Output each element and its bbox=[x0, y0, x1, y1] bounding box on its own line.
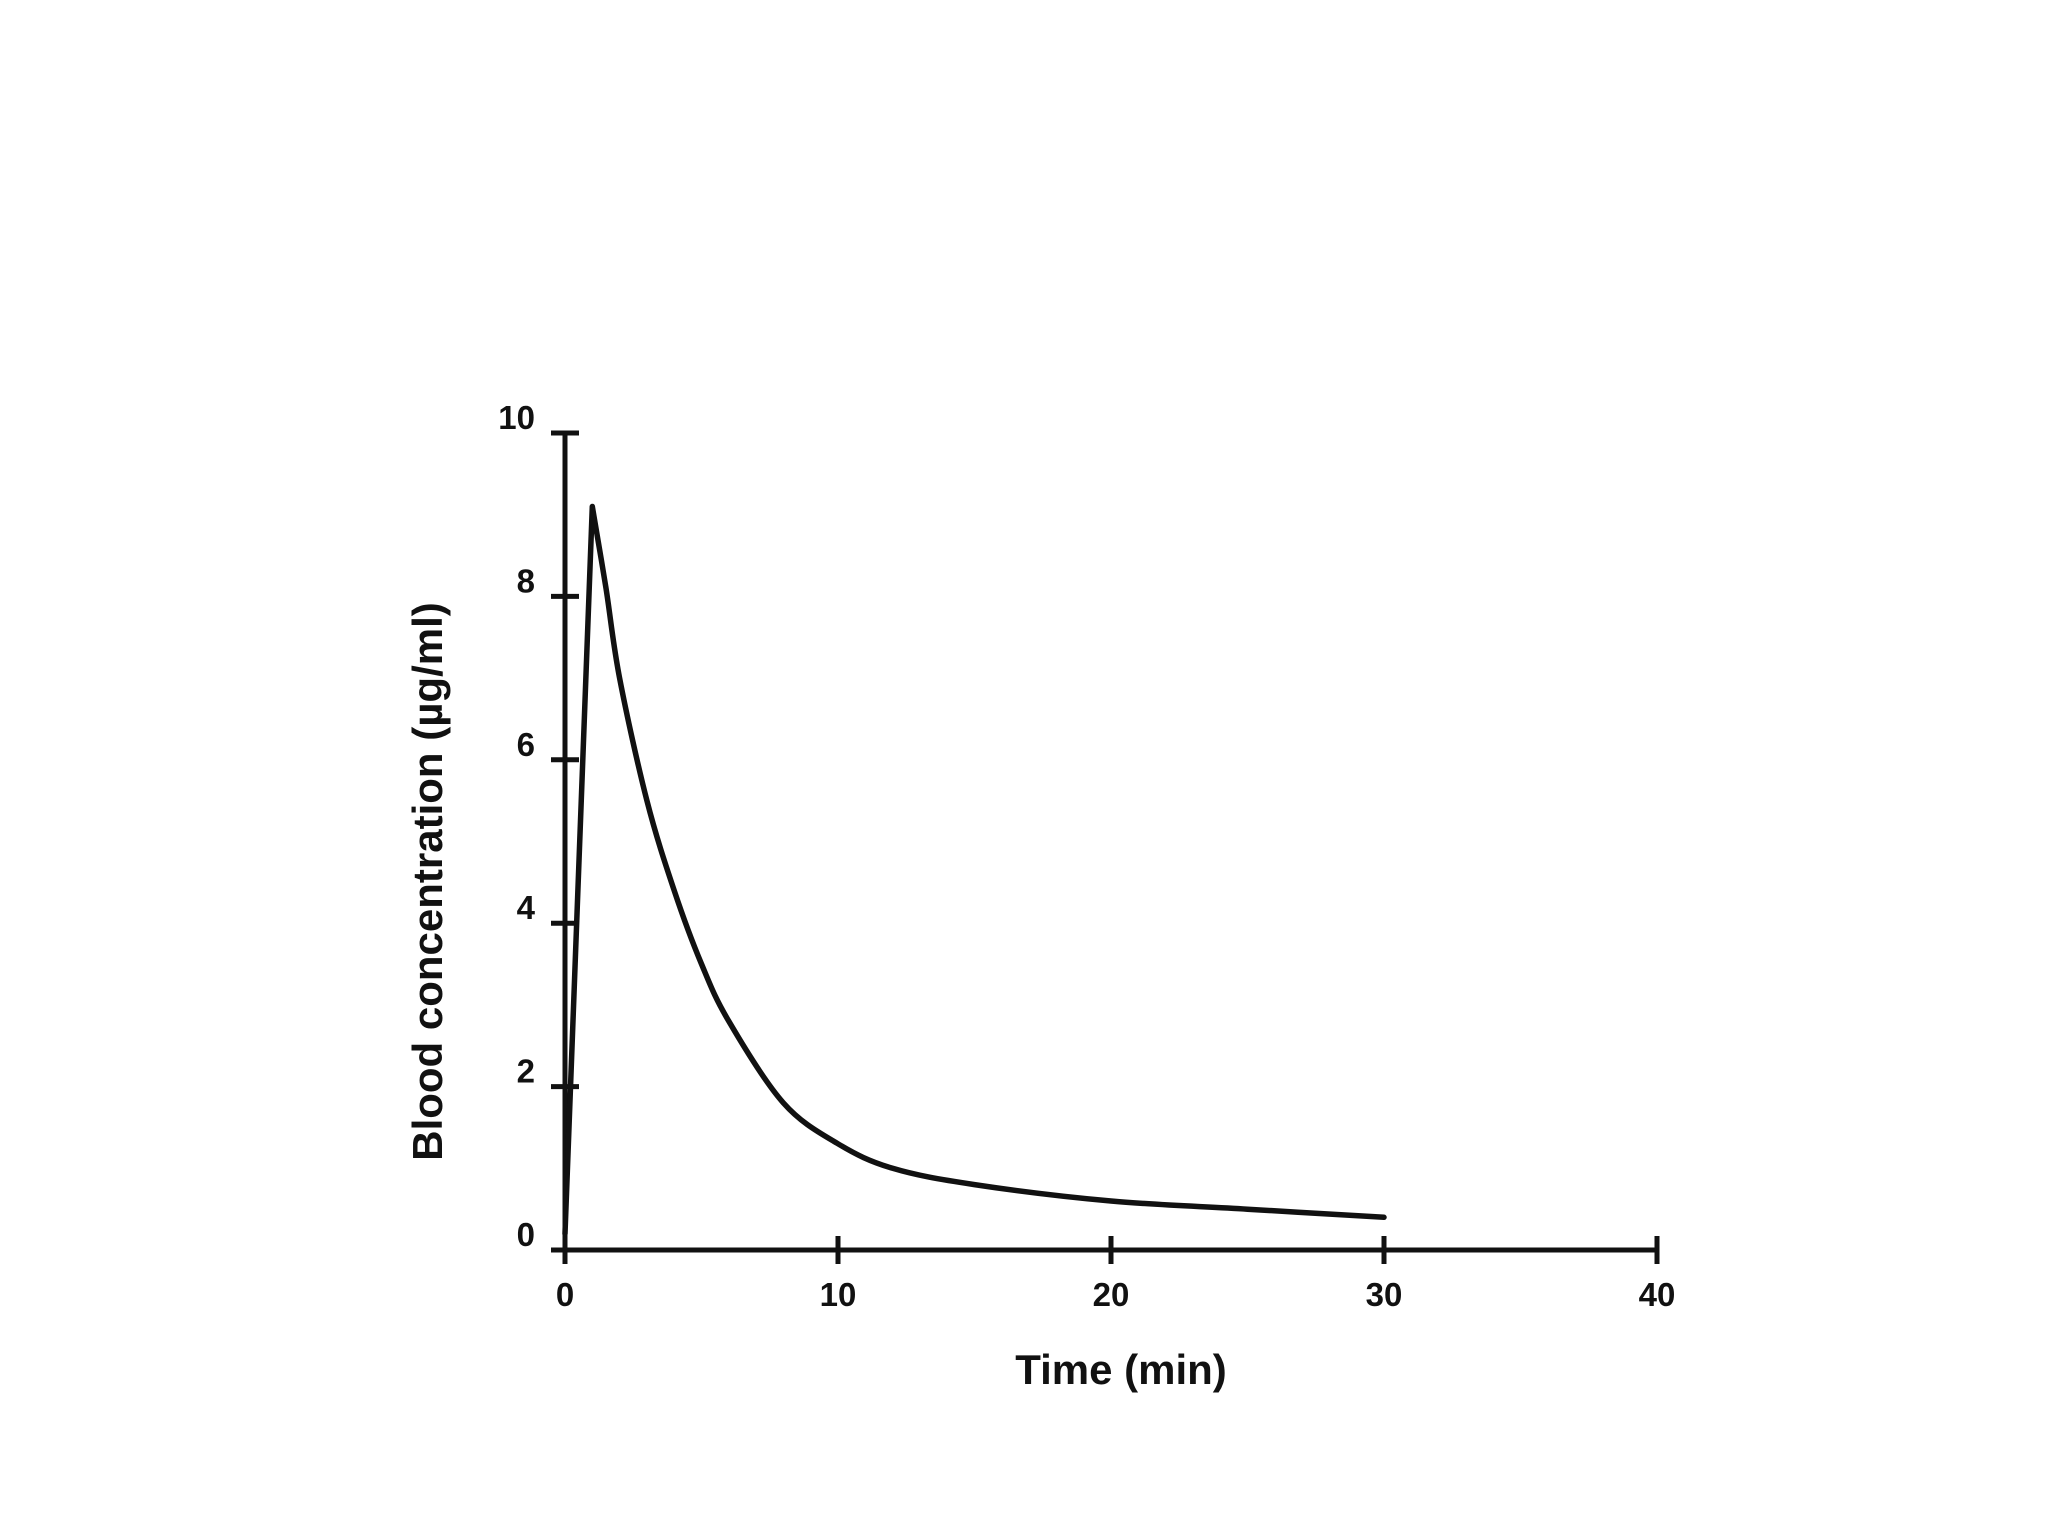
y-tick-label: 8 bbox=[517, 562, 535, 599]
x-tick-label: 0 bbox=[556, 1276, 574, 1313]
ticks: 0 10 20 30 40 0 2 4 6 8 10 bbox=[498, 399, 1675, 1313]
x-tick-label: 30 bbox=[1366, 1276, 1403, 1313]
x-tick-label: 20 bbox=[1093, 1276, 1130, 1313]
axes bbox=[562, 430, 1660, 1253]
y-tick-label: 6 bbox=[517, 726, 535, 763]
y-tick-label: 4 bbox=[517, 889, 536, 926]
y-tick-label: 2 bbox=[517, 1053, 535, 1090]
x-axis-label: Time (min) bbox=[1015, 1346, 1227, 1393]
x-tick-label: 10 bbox=[820, 1276, 857, 1313]
series-line bbox=[562, 503, 1387, 1237]
y-axis-label: Blood concentration (µg/ml) bbox=[404, 602, 451, 1161]
series bbox=[562, 503, 1387, 1237]
x-tick-label: 40 bbox=[1639, 1276, 1676, 1313]
y-tick-label: 10 bbox=[498, 399, 535, 436]
y-tick-label: 0 bbox=[517, 1216, 535, 1253]
